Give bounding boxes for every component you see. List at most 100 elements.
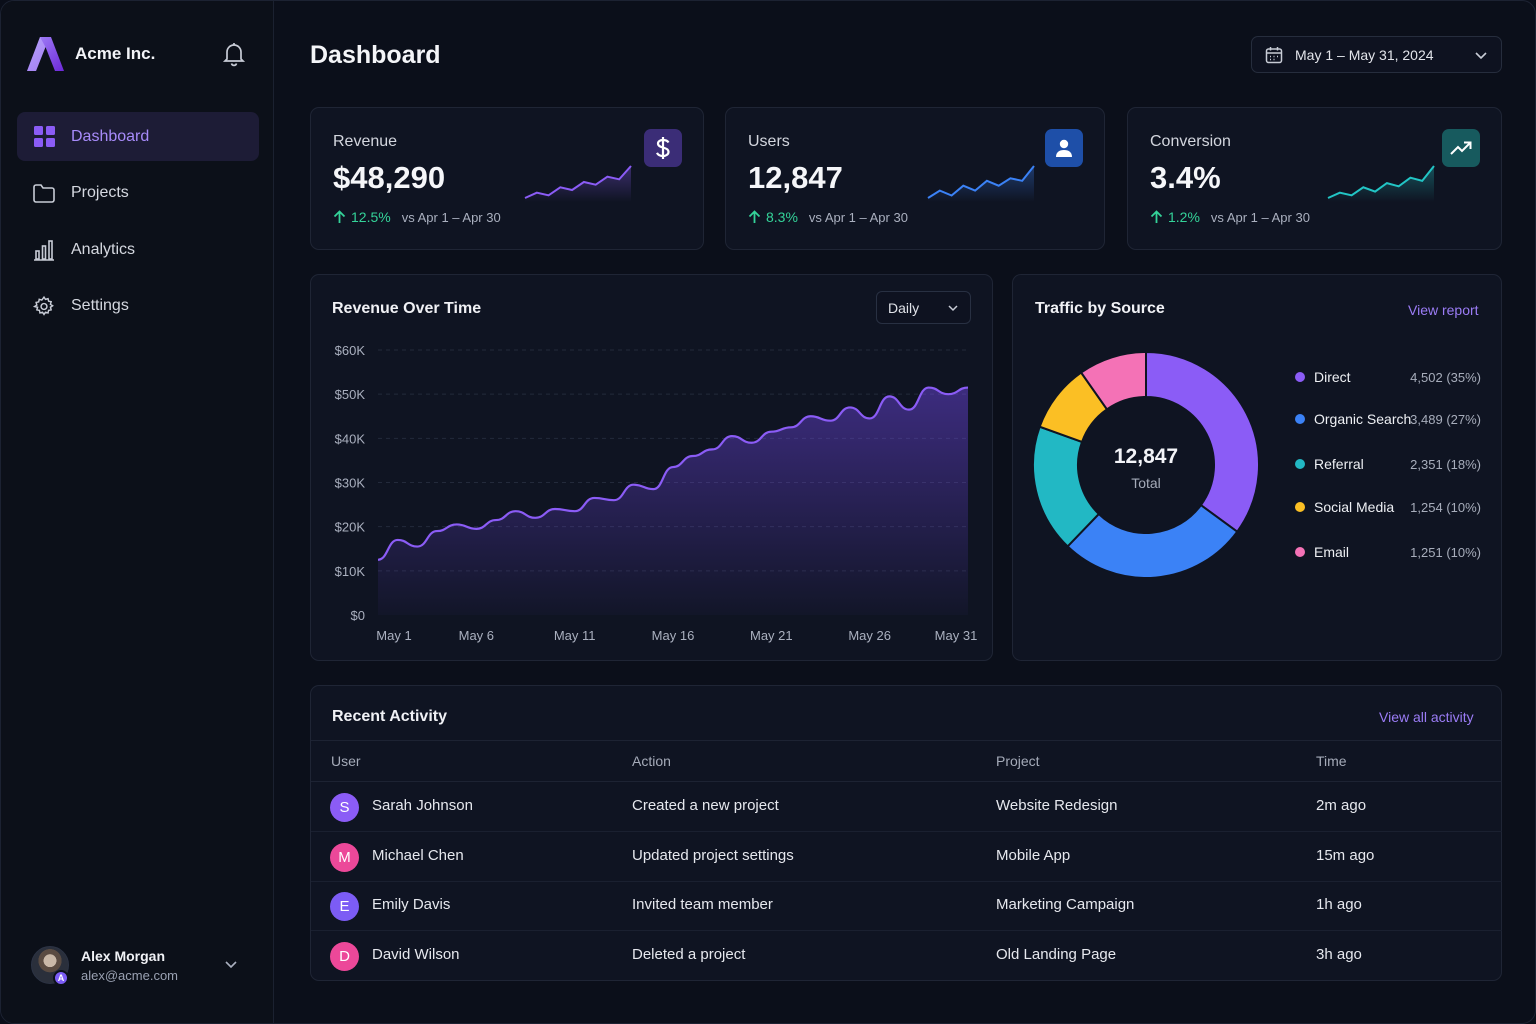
column-header-project[interactable]: Project [996,753,1040,769]
sidebar-item-settings[interactable]: Settings [17,282,259,331]
x-tick-label: May 6 [459,628,494,643]
chevron-down-icon [1475,52,1487,60]
x-tick-label: May 31 [935,628,978,643]
sparkline-area [525,166,631,202]
cell-action: Updated project settings [632,846,794,864]
kpi-card-users: Users 12,847 8.3% vs Apr 1 – Apr 30 [725,107,1105,250]
legend-value: 3,489 (27%) [1410,411,1481,427]
avatar: A [31,946,69,986]
kpi-delta-value: 1.2% [1168,209,1200,225]
x-tick-label: May 1 [376,628,411,643]
table-row[interactable]: M Michael Chen Updated project settings Mob… [311,832,1502,882]
legend-value: 4,502 (35%) [1410,369,1481,385]
column-header-action[interactable]: Action [632,753,671,769]
cell-action: Created a new project [632,797,779,814]
avatar: D [330,941,359,971]
view-report-link[interactable]: View report [1408,302,1479,318]
legend-item[interactable]: Organic Search 3,489 (27%) [1295,409,1481,429]
legend-label: Direct [1314,369,1351,385]
acme-logo-icon [27,37,64,71]
cell-user: Michael Chen [372,846,464,864]
card-title: Revenue Over Time [332,300,482,317]
avatar: S [330,793,359,822]
kpi-card-revenue: Revenue $48,290 12.5% vs Apr 1 – Apr 30 [310,107,704,250]
traffic-donut-chart [1032,350,1260,579]
cell-time: 2m ago [1316,797,1367,814]
kpi-label: Revenue [333,133,398,150]
revenue-chart-card: Revenue Over Time Daily $0 $10K $20K $30K $4… [310,274,993,661]
card-title: Recent Activity [332,708,447,725]
column-header-user[interactable]: User [331,753,361,769]
table-row[interactable]: S Sarah Johnson Created a new project Websi… [311,782,1502,832]
legend-dot [1295,414,1305,424]
sidebar-item-dashboard[interactable]: Dashboard [17,112,259,161]
cell-project: Marketing Campaign [996,896,1135,913]
revenue-area-chart: $0 $10K $20K $30K $40K $50K $60K May 1 May 6 May … [335,343,978,643]
sparkline-line [927,165,1035,199]
avatar: E [330,892,359,921]
sidebar-item-analytics[interactable]: Analytics [17,225,259,274]
kpi-delta: 8.3% vs Apr 1 – Apr 30 [748,209,908,225]
user-icon [1045,129,1083,167]
donut-slice-organic-search [1066,503,1239,579]
donut-total-label: Total [1131,475,1161,491]
legend-item[interactable]: Email 1,251 (10%) [1295,542,1481,562]
user-email: alex@acme.com [81,967,179,983]
kpi-label: Conversion [1150,133,1231,150]
legend-label: Organic Search [1314,411,1412,427]
sidebar-item-projects[interactable]: Projects [17,169,259,218]
folder-icon [33,182,55,204]
sparkline-users [927,165,1035,202]
legend-item[interactable]: Social Media 1,254 (10%) [1295,497,1481,517]
legend-dot [1295,372,1305,382]
kpi-value: 12,847 [748,160,843,195]
y-tick-label: $10K [335,564,366,579]
view-all-activity-link[interactable]: View all activity [1379,709,1474,725]
legend-item[interactable]: Referral 2,351 (18%) [1295,454,1481,474]
chevron-down-icon[interactable] [223,956,239,972]
grid-icon [33,126,55,148]
arrow-up-icon [748,210,761,223]
x-tick-label: May 21 [750,628,793,643]
bar-chart-icon [33,239,55,261]
brand[interactable]: Acme Inc. [27,37,155,71]
donut-total: 12,847 [1113,445,1179,468]
table-header: User Action Project Time [311,740,1502,782]
kpi-delta-value: 8.3% [766,209,798,225]
sparkline-area [1328,166,1434,202]
arrow-up-icon [1150,210,1163,223]
sidebar: Acme Inc. Dashboard Projects [1,1,274,1023]
cell-project: Old Landing Page [996,945,1117,963]
kpi-delta-up: 8.3% [748,209,798,225]
kpi-delta-up: 1.2% [1150,209,1200,225]
kpi-delta-value: 12.5% [351,209,391,225]
table-row[interactable]: E Emily Davis Invited team member Marketing… [311,881,1502,931]
kpi-compare: vs Apr 1 – Apr 30 [401,209,501,225]
date-range-label: May 1 – May 31, 2024 [1295,46,1434,63]
sidebar-item-label: Projects [71,184,129,201]
legend-label: Social Media [1314,499,1395,515]
cell-action: Deleted a project [632,945,746,963]
legend-label: Referral [1314,456,1364,472]
y-tick-label: $60K [335,343,366,358]
calendar-icon [1265,46,1283,63]
donut-center: 12,847 Total [1079,445,1213,491]
cell-project: Mobile App [996,846,1071,864]
kpi-compare: vs Apr 1 – Apr 30 [1210,209,1310,225]
legend-value: 2,351 (18%) [1410,456,1481,472]
sparkline-line [524,165,632,199]
traffic-card: Traffic by Source View report 12,847 Tot… [1012,274,1502,661]
granularity-select[interactable]: Daily [876,291,971,324]
bell-icon[interactable] [222,41,246,67]
legend-item[interactable]: Direct 4,502 (35%) [1295,367,1481,387]
donut-slice-email [1079,350,1147,411]
legend-value: 1,254 (10%) [1410,499,1481,515]
arrow-up-icon [333,210,346,223]
table-row[interactable]: D David Wilson Deleted a project Old Landin… [311,931,1502,981]
date-range-picker[interactable]: May 1 – May 31, 2024 [1251,36,1502,73]
user-menu[interactable]: A Alex Morgan alex@acme.com [31,944,246,986]
sidebar-item-label: Analytics [71,240,136,258]
column-header-time[interactable]: Time [1316,753,1347,769]
cell-action: Invited team member [632,896,773,913]
